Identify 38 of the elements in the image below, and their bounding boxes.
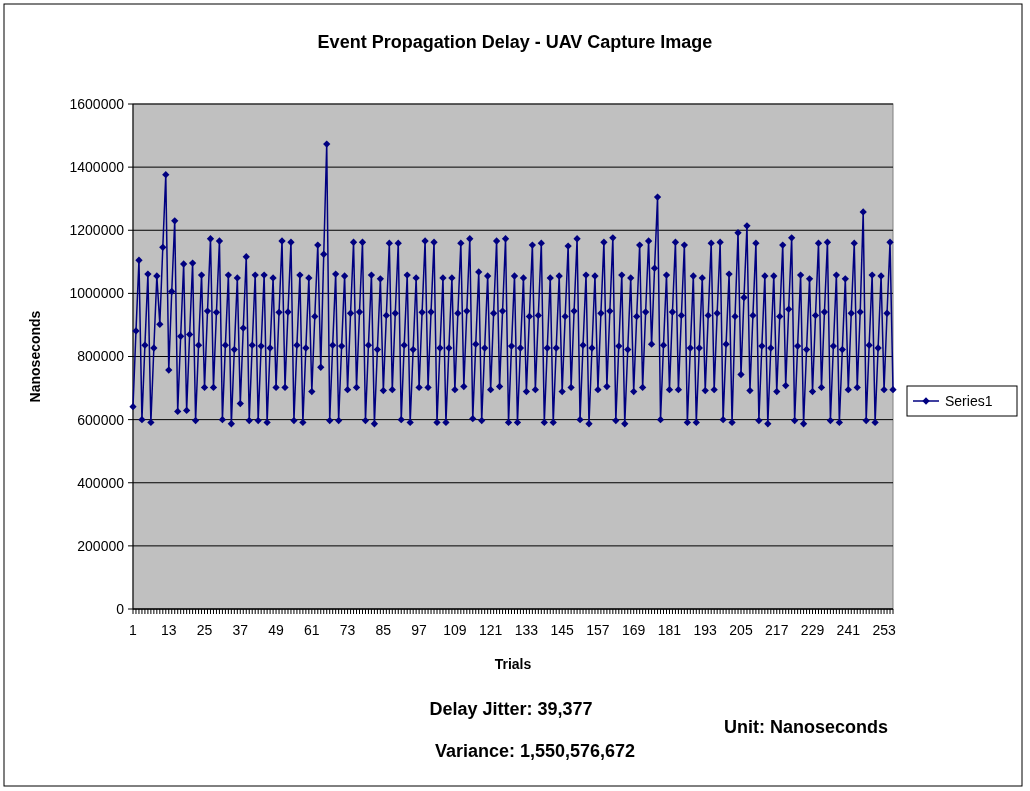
x-tick-label: 145 (550, 622, 575, 638)
text: Delay Jitter: 39,377 (429, 699, 593, 719)
x-axis-title: Trials (494, 656, 532, 672)
y-tick-label: 200000 (77, 537, 125, 554)
x-tick-label: 181 (657, 622, 682, 638)
x-tick-label: 49 (268, 622, 285, 638)
x-tick-label: 37 (232, 622, 249, 638)
text: Unit: Nanoseconds (723, 717, 889, 737)
x-tick-label: 85 (375, 622, 392, 638)
y-tick-label: 400000 (77, 474, 125, 491)
x-tick-label: 217 (765, 622, 789, 638)
y-tick-label: 1000000 (69, 285, 125, 302)
legend-label: Series1 (945, 392, 993, 409)
x-tick-label: 97 (411, 622, 428, 638)
y-tick-label: 600000 (77, 411, 125, 428)
x-tick-label: 13 (160, 622, 177, 638)
x-tick-label: 25 (196, 622, 213, 638)
y-tick-label: 1600000 (69, 95, 125, 112)
x-tick-label: 193 (693, 622, 718, 638)
x-tick-label: 109 (443, 622, 467, 638)
x-tick-label: 241 (836, 622, 861, 638)
x-tick-label: 253 (872, 622, 896, 638)
x-tick-label: 229 (800, 622, 825, 638)
text: Variance: 1,550,576,672 (434, 741, 636, 761)
y-axis-title: Nanoseconds (27, 310, 43, 403)
x-tick-label: 133 (514, 622, 539, 638)
x-tick-label: 73 (339, 622, 356, 638)
x-tick-label: 205 (729, 622, 753, 638)
y-tick-label: 800000 (77, 348, 125, 365)
x-tick-label: 157 (586, 622, 610, 638)
y-tick-label: 1200000 (69, 222, 125, 239)
chart-title: Event Propagation Delay - UAV Capture Image (317, 32, 713, 52)
x-tick-label: 1 (129, 622, 138, 638)
y-tick-label: 1400000 (69, 159, 125, 176)
x-tick-label: 121 (478, 622, 503, 638)
y-tick-label: 0 (116, 600, 125, 617)
x-tick-label: 61 (304, 622, 320, 638)
x-tick-label: 169 (622, 622, 646, 638)
